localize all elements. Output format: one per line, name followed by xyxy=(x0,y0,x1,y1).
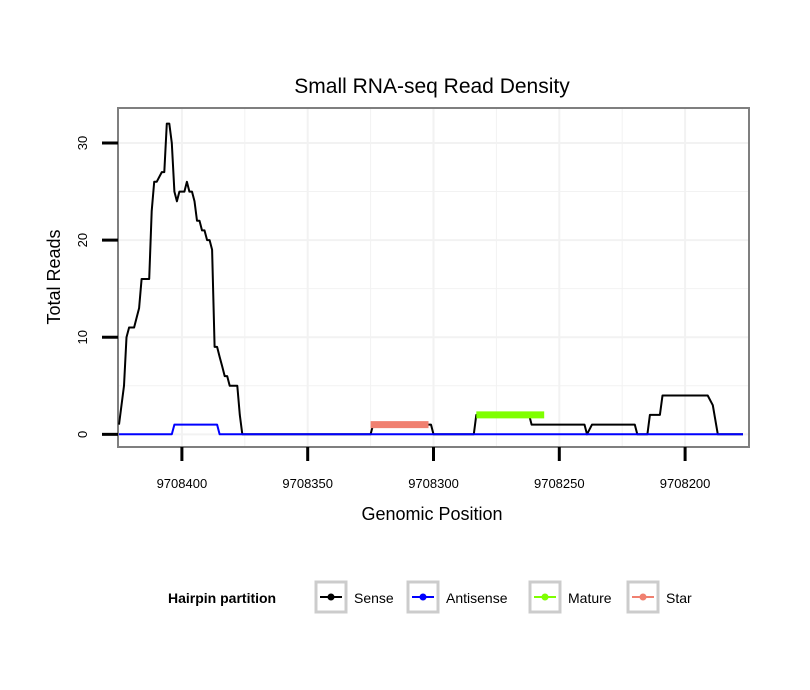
legend-item-antisense: Antisense xyxy=(406,580,508,614)
legend-key-point xyxy=(419,593,427,601)
legend-label: Sense xyxy=(354,590,394,606)
x-tick-label: 9708200 xyxy=(660,476,711,491)
x-tick-label: 9708300 xyxy=(408,476,459,491)
legend-item-sense: Sense xyxy=(314,580,394,614)
legend-label: Mature xyxy=(568,590,612,606)
chart-title: Small RNA-seq Read Density xyxy=(294,75,570,98)
legend-title: Hairpin partition xyxy=(168,590,276,606)
y-tick-label: 0 xyxy=(75,431,90,438)
x-axis-label: Genomic Position xyxy=(361,504,502,524)
y-tick-label: 20 xyxy=(75,233,90,247)
axes: 9708400 9708350 9708300 9708250 9708200 0 10 20… xyxy=(75,136,710,491)
legend-label: Star xyxy=(666,590,692,606)
series-lines xyxy=(118,122,743,436)
legend-item-mature: Mature xyxy=(528,580,612,614)
legend-key-point xyxy=(541,593,549,601)
legend-label: Antisense xyxy=(446,590,508,606)
y-axis-label: Total Reads xyxy=(44,229,64,324)
x-tick-label: 9708250 xyxy=(534,476,585,491)
y-tick-label: 30 xyxy=(75,136,90,150)
legend-key-point xyxy=(327,593,335,601)
legend-item-star: Star xyxy=(626,580,692,614)
x-tick-label: 9708350 xyxy=(282,476,333,491)
y-tick-label: 10 xyxy=(75,330,90,344)
legend: Hairpin partition Sense Antisense Mature St… xyxy=(168,580,692,614)
legend-key-point xyxy=(639,593,647,601)
series-line-sense xyxy=(118,122,743,436)
series-line-antisense xyxy=(119,423,743,436)
x-tick-label: 9708400 xyxy=(157,476,208,491)
